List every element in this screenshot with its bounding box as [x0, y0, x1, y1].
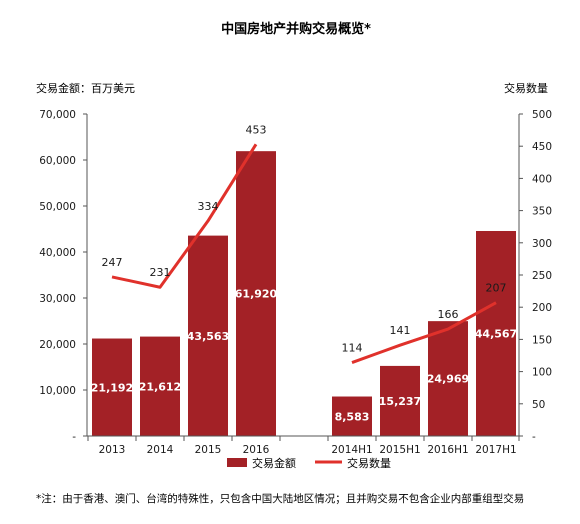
- right-tick-label: 350: [532, 206, 552, 218]
- bar-label: 21,612: [139, 380, 181, 393]
- left-tick-label: 20,000: [39, 339, 76, 351]
- left-tick-label: 10,000: [39, 385, 76, 397]
- bar-label: 8,583: [335, 410, 370, 423]
- bar-label: 61,920: [235, 288, 278, 301]
- right-tick-label: 100: [532, 367, 552, 379]
- right-tick-label: 500: [532, 109, 552, 121]
- left-tick-label: 50,000: [39, 201, 76, 213]
- left-tick-label: 30,000: [39, 293, 76, 305]
- line-label: 141: [390, 324, 411, 337]
- bar: [188, 235, 228, 436]
- x-tick-label: 2014: [147, 444, 174, 456]
- right-tick-label: 450: [532, 141, 552, 153]
- bar-label: 15,237: [379, 395, 421, 408]
- bar: [380, 365, 420, 436]
- left-tick-label: 60,000: [39, 155, 76, 167]
- legend-label-amount: 交易金额: [252, 456, 296, 470]
- bar-label: 43,563: [187, 330, 229, 343]
- line-label: 166: [438, 308, 459, 321]
- line-label: 231: [150, 266, 171, 279]
- right-axis-label: 交易数量: [504, 81, 548, 95]
- line-label: 114: [342, 342, 363, 355]
- bar: [92, 338, 132, 436]
- bar-label: 44,567: [475, 327, 517, 340]
- count-line: [351, 301, 497, 364]
- line-label: 334: [198, 200, 219, 213]
- bar: [476, 230, 516, 436]
- right-tick-label: 200: [532, 302, 552, 314]
- line-label: 207: [486, 282, 507, 295]
- x-tick-label: 2015: [195, 444, 222, 456]
- line-series: 247 231 334 453 114 141 166 207: [102, 123, 507, 364]
- left-tick-label: 40,000: [39, 247, 76, 259]
- bar-label: 24,969: [427, 373, 469, 386]
- right-tick-label: 250: [532, 270, 552, 282]
- bar-label: 21,192: [91, 381, 133, 394]
- count-line: [111, 143, 258, 289]
- left-axis: - 10,000 20,000 30,000 40,000 50,000 60,000 70,…: [39, 109, 88, 443]
- right-tick-label: 300: [532, 238, 552, 250]
- x-tick-label: 2015H1: [379, 444, 420, 456]
- line-label: 453: [246, 123, 267, 136]
- legend: 交易金额 交易数量: [227, 456, 391, 470]
- line-label: 247: [102, 256, 123, 269]
- x-axis: 2013 2014 2015 2016 2014H1 2015H1 2016H1 2017H1: [87, 435, 520, 456]
- bar: [236, 151, 276, 436]
- bar-series: 21,192 21,612 43,563 61,920 8,583 15,237 24,96…: [91, 151, 517, 436]
- x-tick-label: 2013: [99, 444, 126, 456]
- right-tick-label: 400: [532, 173, 552, 185]
- bar: [428, 321, 468, 436]
- right-tick-label: 150: [532, 334, 552, 346]
- x-tick-label: 2014H1: [331, 444, 372, 456]
- bar: [332, 396, 372, 436]
- x-tick-label: 2016H1: [427, 444, 468, 456]
- x-tick-label: 2016: [243, 444, 270, 456]
- right-axis: - 50 100 150 200 250 300 350 400 450 500: [518, 109, 552, 443]
- left-axis-label: 交易金额：百万美元: [36, 81, 135, 95]
- left-tick-label: 70,000: [39, 109, 76, 121]
- x-tick-label: 2017H1: [475, 444, 516, 456]
- bar: [140, 336, 180, 436]
- chart-title: 中国房地产并购交易概览*: [221, 21, 371, 37]
- left-tick-label: -: [72, 431, 76, 443]
- legend-swatch-amount: [227, 458, 247, 467]
- legend-label-count: 交易数量: [347, 456, 391, 470]
- right-tick-label: -: [532, 431, 536, 443]
- footnote: *注：由于香港、澳门、台湾的特殊性，只包含中国大陆地区情况；且并购交易不包含企业…: [36, 492, 524, 505]
- right-tick-label: 50: [532, 399, 545, 411]
